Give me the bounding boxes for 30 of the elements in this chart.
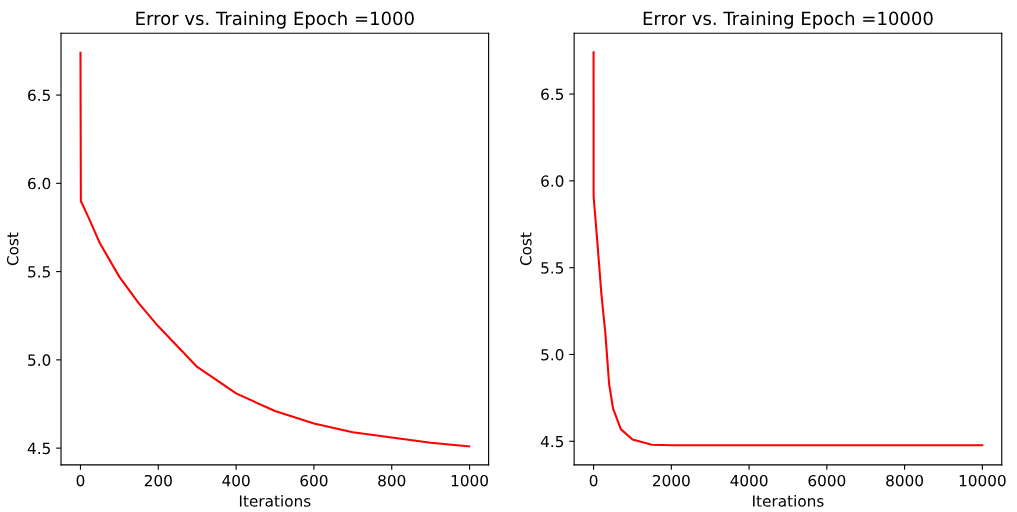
y-axis-title: Cost bbox=[6, 232, 19, 266]
y-tick-label: 5.5 bbox=[541, 262, 564, 274]
chart-title: Error vs. Training Epoch =1000 bbox=[136, 11, 414, 29]
x-tick-label: 400 bbox=[222, 474, 250, 487]
x-tick-label: 0 bbox=[589, 474, 598, 487]
y-tick-label: 6.0 bbox=[541, 175, 564, 187]
x-tick-label: 800 bbox=[378, 474, 406, 487]
x-axis-title: Iterations bbox=[239, 494, 311, 507]
line-series bbox=[79, 51, 471, 448]
x-tick-label: 600 bbox=[300, 474, 328, 487]
y-tick-label: 6.0 bbox=[28, 177, 51, 190]
y-tick-label: 4.5 bbox=[27, 442, 50, 455]
y-tick-label: 5.0 bbox=[28, 354, 51, 366]
x-tick-label: 2000 bbox=[653, 474, 690, 487]
x-tick-label: 8000 bbox=[886, 474, 924, 487]
y-tick-label: 5.5 bbox=[28, 266, 50, 278]
line-series bbox=[592, 51, 984, 447]
x-tick-label: 10000 bbox=[959, 474, 1006, 487]
x-tick-label: 200 bbox=[144, 474, 172, 487]
x-tick-label: 4000 bbox=[730, 474, 768, 487]
y-tick-label: 6.5 bbox=[28, 89, 50, 102]
chart-title: Error vs. Training Epoch =10000 bbox=[643, 11, 933, 29]
x-tick-label: 6000 bbox=[808, 474, 846, 487]
x-tick-label: 0 bbox=[76, 474, 85, 487]
y-tick-label: 4.5 bbox=[540, 435, 564, 448]
y-tick-label: 6.5 bbox=[541, 88, 564, 101]
y-tick-label: 5.0 bbox=[541, 348, 564, 361]
x-axis-title: Iterations bbox=[753, 494, 824, 507]
y-axis-title: Cost bbox=[520, 232, 532, 266]
x-tick-label: 1000 bbox=[451, 474, 488, 487]
